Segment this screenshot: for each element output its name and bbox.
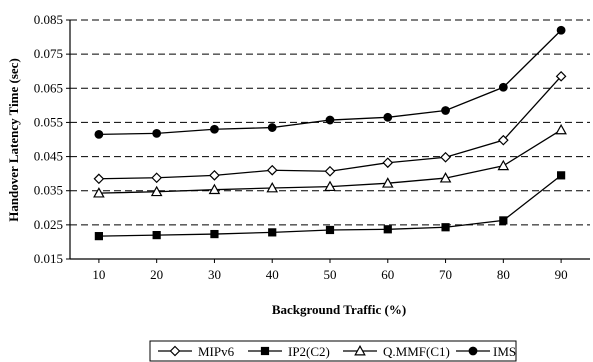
x-axis-title: Background Traffic (%) — [272, 302, 406, 317]
data-point-ip2-c2 — [383, 225, 392, 234]
x-tick-label: 50 — [324, 267, 337, 282]
y-tick-label: 0.015 — [34, 251, 63, 266]
data-point-ip2-c2 — [152, 231, 161, 240]
series-markers — [93, 25, 567, 241]
data-point-q-mmf-c1 — [439, 172, 452, 183]
x-tick-label: 90 — [555, 267, 568, 282]
data-point-mipv6 — [93, 173, 105, 185]
legend-label-ip2-c2: IP2(C2) — [288, 344, 330, 359]
data-point-mipv6 — [209, 170, 220, 181]
data-point-mipv6 — [497, 134, 509, 146]
x-tick-label: 40 — [266, 267, 279, 282]
y-tick-label: 0.085 — [34, 12, 63, 27]
legend-marker-mipv6 — [169, 345, 181, 357]
data-point-ims — [556, 25, 566, 35]
y-axis-title: Handover Latency Time (sec) — [6, 58, 21, 222]
x-tick-label: 10 — [92, 267, 105, 282]
data-point-ims — [498, 82, 508, 92]
legend-box — [149, 340, 517, 362]
y-tick-label: 0.035 — [34, 183, 63, 198]
data-point-mipv6 — [324, 165, 336, 177]
data-point-q-mmf-c1 — [266, 181, 279, 193]
data-point-q-mmf-c1 — [497, 159, 510, 171]
data-point-mipv6 — [382, 157, 394, 169]
data-point-q-mmf-c1 — [555, 123, 567, 135]
series-lines — [98, 29, 562, 237]
y-tick-labels: 0.015 0.025 0.035 0.045 0.055 0.065 0.075 0.085 — [34, 12, 63, 266]
legend-label-ims: IMS — [493, 344, 516, 359]
x-tick-labels: 10 20 30 40 50 60 70 80 90 — [92, 267, 567, 282]
legend-marker-q-mmf-c1 — [354, 344, 366, 356]
data-point-ip2-c2 — [94, 232, 103, 241]
data-point-ip2-c2 — [210, 229, 219, 239]
data-point-ims — [94, 129, 104, 139]
y-tick-label: 0.025 — [34, 217, 63, 232]
data-point-ip2-c2 — [441, 223, 450, 232]
data-point-ims — [152, 128, 162, 138]
legend-label-q-mmf-c1: Q.MMF(C1) — [383, 344, 450, 359]
data-point-q-mmf-c1 — [381, 177, 394, 188]
x-tick-label: 20 — [150, 267, 163, 282]
data-point-ip2-c2 — [268, 228, 277, 237]
legend-marker-ip2-c2 — [260, 346, 270, 356]
data-point-q-mmf-c1 — [208, 183, 221, 195]
data-point-q-mmf-c1 — [150, 185, 163, 197]
legend-marker-ims — [468, 346, 478, 356]
x-tick-label: 80 — [497, 267, 510, 282]
data-point-ims — [267, 123, 277, 132]
y-tick-label: 0.065 — [34, 80, 63, 95]
data-point-ims — [441, 106, 450, 115]
legend: MIPv6 IP2(C2) Q.MMF(C1) IMS — [149, 340, 517, 362]
data-point-q-mmf-c1 — [93, 187, 105, 198]
data-point-ims — [325, 115, 335, 125]
data-point-mipv6 — [266, 164, 278, 176]
y-tick-label: 0.045 — [34, 149, 63, 164]
y-tick-label: 0.055 — [34, 114, 63, 129]
axes — [66, 19, 590, 263]
y-tick-label: 0.075 — [34, 46, 63, 61]
x-tick-label: 60 — [381, 267, 394, 282]
data-point-mipv6 — [440, 151, 451, 163]
data-point-q-mmf-c1 — [324, 180, 336, 192]
data-point-ip2-c2 — [557, 171, 566, 180]
legend-label-mipv6: MIPv6 — [198, 344, 235, 359]
legend-items: MIPv6 IP2(C2) Q.MMF(C1) IMS — [158, 344, 516, 359]
x-tick-label: 30 — [208, 267, 221, 282]
data-point-ims — [383, 112, 393, 122]
data-point-ip2-c2 — [325, 225, 335, 235]
data-point-ip2-c2 — [499, 216, 508, 225]
data-point-mipv6 — [151, 172, 163, 184]
data-point-ims — [210, 124, 219, 134]
data-point-mipv6 — [555, 70, 567, 82]
x-tick-label: 70 — [439, 267, 452, 282]
